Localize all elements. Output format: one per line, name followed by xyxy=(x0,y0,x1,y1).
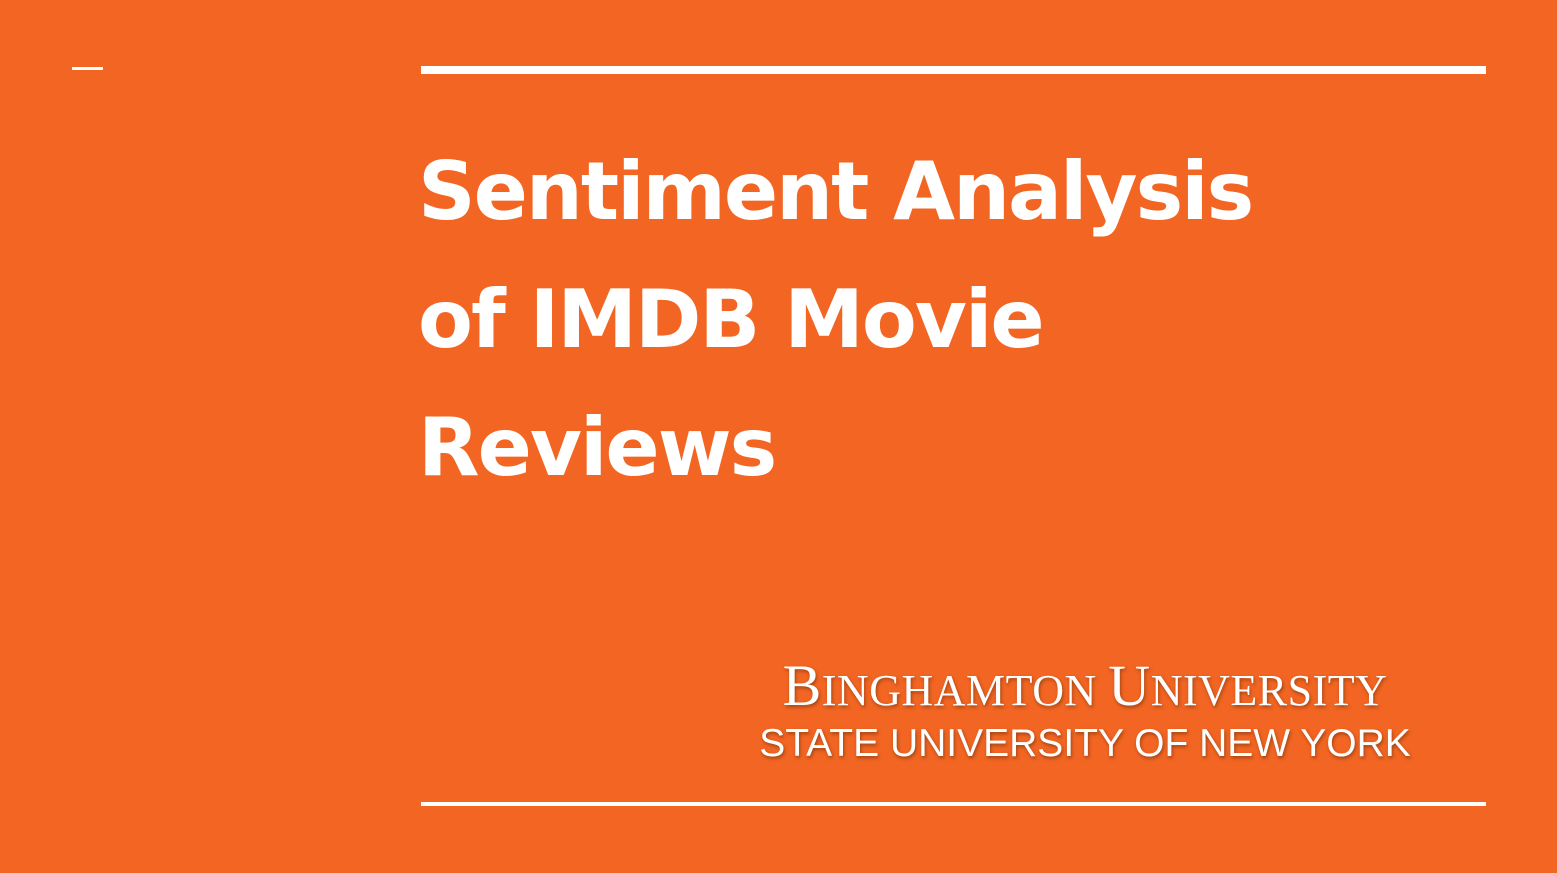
top-divider xyxy=(421,66,1486,74)
university-subtitle: STATE UNIVERSITY OF NEW YORK xyxy=(759,722,1411,765)
university-name-part: INGHAMTON xyxy=(821,666,1097,715)
university-logo: BINGHAMTON UNIVERSITY STATE UNIVERSITY O… xyxy=(700,655,1470,766)
university-name: BINGHAMTON UNIVERSITY xyxy=(700,655,1470,722)
university-name-initial: B xyxy=(782,653,822,718)
university-name-initial: U xyxy=(1108,653,1151,718)
slide-title: Sentiment Analysis of IMDB Movie Reviews xyxy=(418,128,1498,512)
title-line: Sentiment Analysis xyxy=(418,145,1254,238)
bottom-divider xyxy=(421,802,1486,806)
accent-dash xyxy=(72,67,103,70)
title-line: Reviews xyxy=(418,401,777,494)
university-name-part: NIVERSITY xyxy=(1150,666,1388,715)
title-line: of IMDB Movie xyxy=(418,273,1045,366)
